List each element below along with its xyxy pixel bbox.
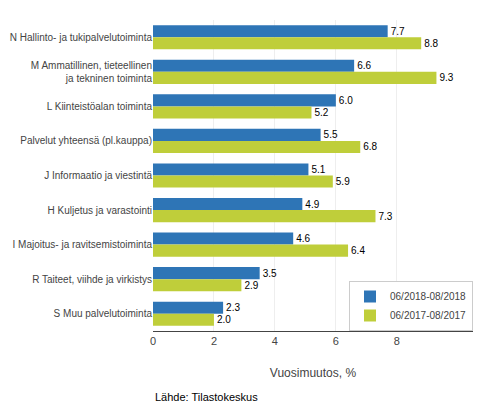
svg-text:3.5: 3.5 xyxy=(263,268,277,279)
svg-text:06/2017-08/2017: 06/2017-08/2017 xyxy=(390,310,466,321)
svg-text:5.9: 5.9 xyxy=(336,176,350,187)
svg-text:9.3: 9.3 xyxy=(439,72,453,83)
svg-text:2.3: 2.3 xyxy=(226,302,240,313)
svg-text:5.5: 5.5 xyxy=(324,129,338,140)
svg-text:5.2: 5.2 xyxy=(314,107,328,118)
svg-text:J Informaatio ja viestintä: J Informaatio ja viestintä xyxy=(44,170,152,181)
svg-text:2.9: 2.9 xyxy=(244,280,258,291)
svg-text:5.1: 5.1 xyxy=(311,164,325,175)
svg-text:Vuosimuutos, %: Vuosimuutos, % xyxy=(270,366,357,380)
svg-text:2.0: 2.0 xyxy=(217,314,231,325)
svg-text:6.6: 6.6 xyxy=(357,60,371,71)
svg-text:R Taiteet, viihde ja virkistys: R Taiteet, viihde ja virkistys xyxy=(32,274,152,285)
svg-text:6.0: 6.0 xyxy=(339,95,353,106)
svg-text:I Majoitus- ja ravitsemistoimi: I Majoitus- ja ravitsemistoiminta xyxy=(13,239,153,250)
svg-text:S Muu palvelutoiminta: S Muu palvelutoiminta xyxy=(54,308,153,319)
svg-text:N Hallinto- ja tukipalvelutoim: N Hallinto- ja tukipalvelutoiminta xyxy=(10,32,153,43)
svg-text:6.8: 6.8 xyxy=(363,141,377,152)
svg-text:8: 8 xyxy=(394,335,400,347)
svg-text:7.3: 7.3 xyxy=(378,211,392,222)
svg-text:4: 4 xyxy=(272,335,278,347)
svg-text:2: 2 xyxy=(211,335,217,347)
svg-text:4.6: 4.6 xyxy=(296,233,310,244)
svg-text:Lähde: Tilastokeskus: Lähde: Tilastokeskus xyxy=(155,391,258,403)
svg-text:Palvelut yhteensä (pl.kauppa): Palvelut yhteensä (pl.kauppa) xyxy=(20,135,152,146)
svg-text:6: 6 xyxy=(333,335,339,347)
svg-text:L Kiinteistöalan toiminta: L Kiinteistöalan toiminta xyxy=(47,101,153,112)
svg-text:H Kuljetus ja varastointi: H Kuljetus ja varastointi xyxy=(48,205,153,216)
svg-text:8.8: 8.8 xyxy=(424,38,438,49)
svg-text:7.7: 7.7 xyxy=(391,26,405,37)
svg-text:6.4: 6.4 xyxy=(351,245,365,256)
svg-text:06/2018-08/2018: 06/2018-08/2018 xyxy=(390,291,466,302)
svg-text:0: 0 xyxy=(150,335,156,347)
svg-text:M Ammatillinen, tieteellinen: M Ammatillinen, tieteellinen ja tekninen… xyxy=(31,60,153,84)
svg-text:4.9: 4.9 xyxy=(305,199,319,210)
